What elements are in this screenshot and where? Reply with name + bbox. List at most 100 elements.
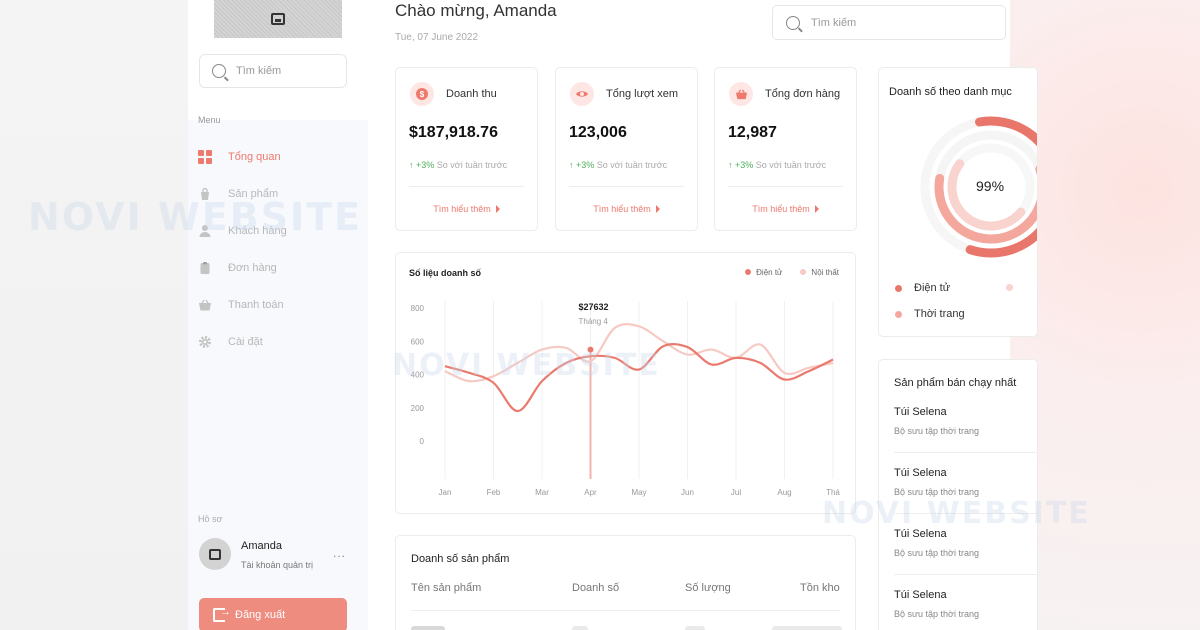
donut-title: Doanh số theo danh mục: [889, 86, 1012, 98]
caret-right-icon: [814, 205, 819, 213]
list-item[interactable]: Túi Selena Bộ sưu tập thời trang: [894, 467, 979, 497]
sidebar-nav: Tổng quan Sản phẩm Khách hàng Đơn hàng T…: [198, 138, 287, 360]
sidebar-item-label: Tổng quan: [228, 150, 281, 163]
learn-more-label: Tìm hiểu thêm: [752, 204, 810, 214]
x-tick-label: Mar: [535, 488, 549, 497]
search-icon: [786, 15, 800, 30]
stat-card-orders: Tổng đơn hàng 12,987 ↑ +3% So với tuần t…: [714, 67, 857, 231]
sidebar-item-label: Cài đặt: [228, 335, 263, 348]
eye-icon: [570, 82, 594, 106]
tooltip-month: Tháng 4: [579, 317, 609, 326]
stat-title: Tổng đơn hàng: [765, 88, 841, 100]
product-collection: Bộ sưu tập thời trang: [894, 487, 979, 497]
bag-icon: [201, 187, 209, 200]
basket-icon: [729, 82, 753, 106]
x-tick-label: Feb: [487, 488, 501, 497]
sidebar-item-products[interactable]: Sản phẩm: [198, 175, 287, 212]
legend-item-furniture[interactable]: Nội thất: [800, 268, 839, 277]
logout-button[interactable]: Đăng xuất: [199, 598, 347, 630]
category-sales-card: Doanh số theo danh mục 99% Điện tử Thời …: [878, 67, 1038, 337]
x-tick-label: Jul: [731, 488, 741, 497]
x-tick-label: May: [631, 488, 646, 497]
donut-legend-item: Thời trang: [895, 308, 965, 320]
legend-label: Thời trang: [914, 308, 965, 320]
top-search-input[interactable]: Tìm kiếm: [772, 5, 1006, 40]
divider: [894, 574, 1037, 575]
stat-delta-value: +3%: [576, 160, 595, 170]
logout-icon: [213, 606, 231, 622]
up-arrow-icon: ↑: [569, 160, 577, 170]
x-tick-label: Aug: [777, 488, 791, 497]
caret-right-icon: [655, 205, 660, 213]
divider: [894, 513, 1037, 514]
grid-icon: [198, 149, 212, 164]
list-item[interactable]: Túi Selena Bộ sưu tập thời trang: [894, 528, 979, 558]
logo-placeholder: [214, 0, 342, 38]
learn-more-link[interactable]: Tìm hiểu thêm: [396, 204, 537, 214]
stat-delta: ↑ +3% So với tuần trước: [728, 160, 826, 170]
sidebar-item-settings[interactable]: Cài đặt: [198, 323, 287, 360]
table-row-stub: [411, 626, 445, 630]
stat-card-views: Tổng lượt xem 123,006 ↑ +3% So với tuần …: [555, 67, 698, 231]
list-item[interactable]: Túi Selena Bộ sưu tập thời trang: [894, 589, 979, 619]
sidebar-item-label: Sản phẩm: [228, 187, 279, 200]
learn-more-link[interactable]: Tìm hiểu thêm: [556, 204, 697, 214]
dollar-icon: $: [410, 82, 434, 106]
stat-delta-text: So với tuần trước: [596, 160, 668, 170]
image-icon: [209, 548, 221, 560]
column-header[interactable]: Số lượng: [685, 582, 731, 594]
column-header[interactable]: Tồn kho: [800, 582, 840, 594]
legend-label: Điện tử: [914, 282, 951, 294]
y-tick-label: 200: [411, 404, 425, 413]
product-name: Túi Selena: [894, 528, 947, 540]
x-tick-label: Thá: [826, 488, 840, 497]
menu-label: Menu: [198, 115, 221, 125]
sidebar-item-overview[interactable]: Tổng quan: [198, 138, 287, 175]
category-donut-chart[interactable]: [916, 112, 1038, 262]
learn-more-link[interactable]: Tìm hiểu thêm: [715, 204, 856, 214]
sidebar-item-customers[interactable]: Khách hàng: [198, 212, 287, 249]
legend-label: Điện tử: [756, 268, 783, 277]
stat-value: $187,918.76: [409, 124, 498, 141]
table-title: Doanh số sản phẩm: [411, 553, 510, 565]
current-date: Tue, 07 June 2022: [395, 32, 479, 43]
up-arrow-icon: ↑: [409, 160, 417, 170]
avatar[interactable]: [199, 538, 231, 570]
list-item[interactable]: Túi Selena Bộ sưu tập thời trang: [894, 406, 979, 436]
stat-title: Tổng lượt xem: [606, 88, 679, 100]
y-tick-label: 0: [420, 437, 425, 446]
sidebar-search-input[interactable]: Tìm kiếm: [199, 54, 347, 88]
y-tick-label: 400: [411, 371, 425, 380]
product-collection: Bộ sưu tập thời trang: [894, 548, 979, 558]
profile-more-button[interactable]: ...: [333, 546, 347, 560]
divider: [569, 186, 684, 187]
profile-name: Amanda: [241, 540, 282, 552]
dashboard-app: Tìm kiếm Menu Tổng quan Sản phẩm Khách h…: [188, 0, 1038, 630]
product-name: Túi Selena: [894, 467, 947, 479]
sales-line-chart[interactable]: Jan Feb Mar Apr May Jun Jul Aug Thá 800 600 400 200 0…: [396, 253, 857, 515]
sidebar-item-payment[interactable]: Thanh toán: [198, 286, 287, 323]
column-header[interactable]: Tên sản phẩm: [411, 582, 482, 594]
best-sellers-title: Sản phẩm bán chạy nhất: [894, 377, 1017, 389]
sidebar-item-orders[interactable]: Đơn hàng: [198, 249, 287, 286]
stat-delta: ↑ +3% So với tuần trước: [569, 160, 667, 170]
main-content: Chào mừng, Amanda Tue, 07 June 2022 Tìm …: [395, 0, 1038, 630]
user-icon: [199, 224, 211, 237]
donut-percent: 99%: [976, 178, 1005, 194]
sidebar-item-label: Đơn hàng: [228, 261, 277, 274]
divider: [728, 186, 843, 187]
legend-item-electronics[interactable]: Điện tử: [745, 268, 782, 277]
series-line-furniture: [444, 323, 834, 383]
clipboard-icon: [200, 261, 210, 274]
column-header[interactable]: Doanh số: [572, 582, 620, 594]
divider: [411, 610, 840, 611]
y-tick-label: 600: [411, 337, 425, 346]
highlight-point: [587, 346, 594, 353]
caret-right-icon: [495, 205, 500, 213]
y-tick-label: 800: [411, 304, 425, 313]
page-title: Chào mừng, Amanda: [395, 1, 557, 20]
product-sales-table: Doanh số sản phẩm Tên sản phẩm Doanh số …: [395, 535, 856, 630]
up-arrow-icon: ↑: [728, 160, 736, 170]
stat-card-revenue: $ Doanh thu $187,918.76 ↑ +3% So với tuầ…: [395, 67, 538, 231]
sales-chart-card: Jan Feb Mar Apr May Jun Jul Aug Thá 800 600 400 200 0…: [395, 252, 856, 514]
